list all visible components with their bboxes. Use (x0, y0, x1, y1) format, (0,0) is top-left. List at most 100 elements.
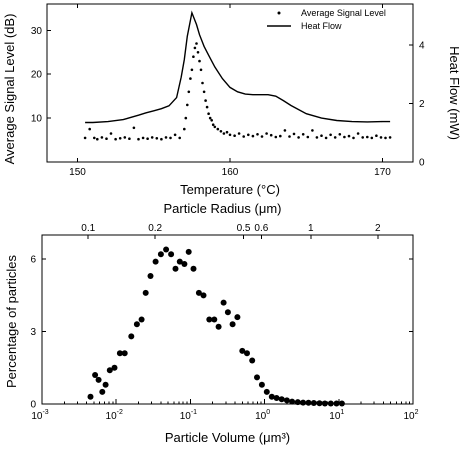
signal-point (169, 136, 172, 140)
signal-point (199, 68, 203, 72)
signal-point (225, 130, 229, 134)
bottom-x-tick-label: 10-2 (106, 409, 123, 422)
signal-point (292, 132, 296, 136)
signal-point (114, 137, 117, 141)
particle-point (229, 321, 236, 328)
top-series-group (83, 10, 392, 141)
bottom-top-x-axis-label: Particle Radius (μm) (163, 201, 281, 216)
particle-point (142, 289, 149, 296)
particle-point (268, 393, 275, 400)
top-legend: Average Signal Level Heat Flow (267, 8, 386, 31)
signal-point (173, 133, 177, 137)
bottom-plot-frame (41, 234, 414, 405)
legend-label-signal: Average Signal Level (301, 8, 386, 18)
signal-point (195, 42, 198, 45)
particle-point (258, 381, 265, 388)
signal-point (205, 105, 209, 109)
particle-point (234, 314, 241, 321)
signal-point (251, 134, 255, 138)
bottom-y-tick-label: 3 (30, 327, 36, 338)
signal-point (356, 132, 360, 135)
signal-point (213, 125, 217, 129)
bottom-x2-tick-label: 0.5 (237, 223, 251, 234)
particle-point (102, 381, 109, 388)
signal-point (193, 46, 197, 50)
particle-point (294, 399, 301, 406)
signal-point (100, 136, 104, 139)
top-x-tick-label: 150 (69, 167, 86, 178)
particle-point (152, 258, 159, 265)
particle-point (333, 400, 340, 407)
signal-point (202, 90, 206, 94)
particle-point (206, 316, 213, 323)
top-x-axis-label: Temperature (°C) (180, 182, 280, 197)
signal-point (379, 136, 383, 139)
signal-point (118, 137, 122, 140)
top-y2-tick-label: 0 (419, 158, 425, 169)
signal-point (186, 103, 189, 107)
top-right-y-axis-label: Heat Flow (mW) (447, 46, 462, 140)
signal-point (208, 116, 212, 120)
signal-point (283, 129, 287, 132)
particle-point (190, 265, 197, 272)
bottom-x-tick-label: 10-3 (31, 409, 48, 422)
signal-point (301, 133, 305, 136)
signal-point (274, 135, 278, 139)
signal-point (178, 136, 181, 140)
signal-point (210, 119, 213, 122)
particle-point (310, 400, 317, 406)
signal-point (216, 127, 220, 131)
signal-point (333, 136, 337, 139)
signal-point (155, 137, 159, 140)
particle-point (338, 400, 345, 407)
top-y-tick-label: 30 (31, 26, 43, 37)
top-x-tick-label: 160 (222, 167, 239, 178)
signal-point (190, 68, 194, 72)
signal-point (184, 116, 188, 120)
bottom-x2-tick-label: 2 (375, 223, 381, 234)
particle-point (278, 396, 285, 403)
signal-point (207, 112, 210, 115)
particle-point (211, 316, 218, 323)
signal-point (183, 127, 186, 131)
top-y2-tick-label: 4 (419, 40, 425, 51)
particle-point (305, 399, 312, 406)
signal-point (192, 55, 195, 58)
particle-point (289, 398, 296, 405)
particle-point (133, 321, 140, 328)
bottom-x2-tick-label: 0.6 (254, 223, 268, 234)
top-y-tick-label: 10 (31, 114, 43, 125)
particle-point (224, 309, 231, 316)
signal-point (384, 136, 387, 140)
signal-point (83, 136, 87, 140)
bottom-x2-tick-label: 0.1 (81, 223, 95, 234)
signal-point (306, 135, 310, 139)
signal-point (361, 136, 365, 139)
signal-point (320, 134, 323, 137)
top-panel: 150 160 170 10 20 30 0 2 4 Temperature (°C) Aver… (2, 3, 462, 197)
signal-point (260, 135, 264, 138)
particle-point (181, 261, 188, 267)
bottom-ticks: 10-3 10-2 10-1 100 101 102 0.1 0.2 0.5 0.6 1 2 0 3 6 (30, 223, 418, 422)
signal-point (247, 133, 250, 137)
signal-point (189, 77, 192, 80)
signal-point (347, 134, 351, 138)
particle-point (263, 388, 270, 395)
signal-point (269, 133, 273, 137)
signal-point (105, 137, 108, 140)
signal-point (222, 132, 226, 135)
signal-point (265, 132, 268, 135)
signal-point (288, 135, 291, 138)
signal-point (329, 133, 332, 137)
top-y-tick-label: 20 (31, 70, 43, 81)
particle-point (176, 258, 183, 265)
bottom-x-tick-label: 100 (255, 409, 270, 422)
particle-point (244, 350, 250, 357)
top-ticks: 150 160 170 10 20 30 0 2 4 (31, 4, 425, 178)
signal-point (196, 51, 200, 54)
signal-point (375, 134, 378, 137)
signal-point (324, 136, 328, 140)
signal-point (311, 129, 314, 132)
particle-point (220, 299, 227, 306)
